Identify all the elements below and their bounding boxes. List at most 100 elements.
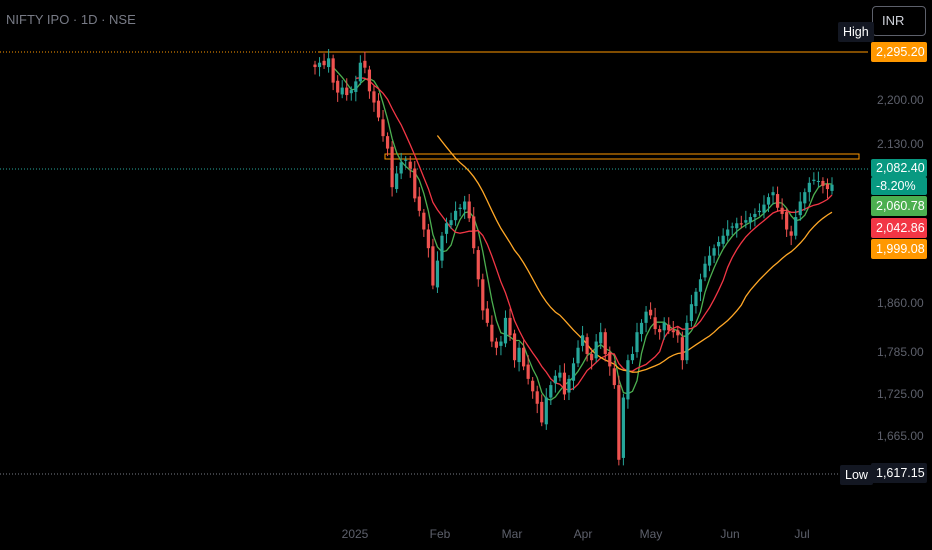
candle-body <box>395 173 399 190</box>
candle-body <box>698 279 703 292</box>
y-tick-label: 1,725.00 <box>877 387 924 401</box>
candle-body <box>467 201 471 219</box>
candle-body <box>345 87 349 96</box>
candle-body <box>340 87 344 95</box>
candle-body <box>630 353 635 361</box>
candle-body <box>653 317 657 330</box>
candle-body <box>426 229 430 249</box>
ma-orange-tag: 1,999.08 <box>871 239 927 259</box>
candle-body <box>608 352 612 367</box>
candle-body <box>553 375 557 384</box>
candle-body <box>322 60 326 66</box>
candle-body <box>458 207 462 209</box>
candle-body <box>372 91 376 103</box>
candle-body <box>549 385 553 398</box>
x-tick-label: Jul <box>794 527 810 541</box>
candle-body <box>830 184 834 191</box>
candle-body <box>599 332 603 344</box>
candle-body <box>821 180 825 186</box>
candle-body <box>390 146 394 188</box>
candle-body <box>626 360 630 400</box>
candle-body <box>567 378 571 393</box>
candle-body <box>544 397 548 425</box>
candle-body <box>381 119 385 137</box>
candle-body <box>748 217 752 223</box>
candle-body <box>576 347 580 364</box>
candle-body <box>571 363 576 381</box>
candle-body <box>707 255 712 266</box>
candle-body <box>512 333 517 361</box>
currency-button[interactable]: INR <box>872 6 926 36</box>
candle-body <box>635 332 639 353</box>
candle-body <box>766 197 771 205</box>
resistance-zone[interactable] <box>384 153 860 160</box>
low-price-tag: 1,617.15 <box>871 463 927 483</box>
last-price-tag: 2,082.40 <box>871 159 927 177</box>
candle-body <box>499 341 503 346</box>
candle-body <box>780 207 784 214</box>
candle-body <box>313 64 317 68</box>
candle-body <box>413 168 417 199</box>
candle-body <box>689 304 694 321</box>
candle-body <box>726 229 730 236</box>
candle-body <box>744 220 748 223</box>
y-tick-label: 2,200.00 <box>877 93 924 107</box>
y-tick-label: 1,665.00 <box>877 429 924 443</box>
candle-body <box>481 279 485 311</box>
candle-body <box>376 100 381 118</box>
candle-body <box>798 201 802 216</box>
candle-body <box>658 329 662 333</box>
low-label: Low <box>840 465 873 485</box>
candle-body <box>785 212 789 230</box>
candle-body <box>676 330 680 336</box>
candle-body <box>717 241 721 247</box>
candle-body <box>531 380 535 392</box>
x-tick-label: Mar <box>501 527 523 541</box>
candle-body <box>422 212 426 230</box>
candle-body <box>762 204 766 213</box>
candle-body <box>671 330 675 333</box>
candle-body <box>594 341 598 359</box>
candle-body <box>331 58 335 83</box>
candle-body <box>775 194 780 208</box>
candle-body <box>327 58 331 68</box>
candle-body <box>685 322 689 361</box>
candle-body <box>526 364 530 379</box>
candle-body <box>621 397 625 458</box>
chart-title: NIFTY IPO · 1D · NSE <box>6 12 136 27</box>
ma-red-line <box>355 77 833 391</box>
candle-body <box>816 180 820 182</box>
candle-body <box>336 80 340 93</box>
candle-body <box>757 210 762 213</box>
candle-body <box>667 324 671 331</box>
candle-body <box>648 309 653 316</box>
candle-body <box>639 322 644 335</box>
candle-body <box>363 60 367 68</box>
price-change-tag: -8.20% <box>871 177 927 195</box>
candle-body <box>580 335 585 346</box>
candle-body <box>739 223 743 225</box>
candle-body <box>453 210 458 221</box>
candle-body <box>385 136 390 149</box>
candle-body <box>431 246 435 286</box>
candle-body <box>803 192 807 204</box>
candle-body <box>317 62 322 68</box>
y-tick-label: 2,130.00 <box>877 137 924 148</box>
candle-body <box>558 372 562 378</box>
candle-body <box>490 324 494 342</box>
candle-body <box>435 260 440 288</box>
candle-body <box>807 182 811 193</box>
candle-body <box>404 159 408 161</box>
candle-body <box>517 347 521 363</box>
candle-body <box>503 317 508 344</box>
x-tick-label: Feb <box>429 527 451 541</box>
candle-body <box>522 347 526 367</box>
candlesticks <box>313 49 834 466</box>
y-tick-label: 1,860.00 <box>877 296 924 310</box>
candle-body <box>794 217 798 236</box>
candle-body <box>735 223 739 229</box>
candle-body <box>730 226 734 228</box>
candle-body <box>354 81 358 92</box>
y-tick-label: 1,785.00 <box>877 345 924 359</box>
